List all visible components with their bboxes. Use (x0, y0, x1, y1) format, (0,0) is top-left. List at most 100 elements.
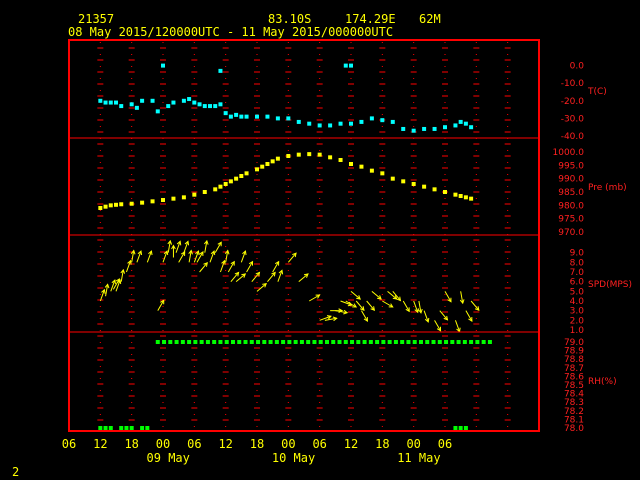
rh-point (350, 340, 355, 344)
rh-point (119, 426, 124, 430)
rh-point (199, 340, 204, 344)
temp-point (171, 100, 176, 105)
station-id: 21357 (78, 12, 114, 26)
y-tick-label: 78.1 (564, 415, 584, 425)
wind-arrow (120, 268, 126, 282)
wind-arrow (203, 239, 209, 253)
pressure-point (108, 203, 113, 208)
rh-point (393, 340, 398, 344)
rh-point (387, 340, 392, 344)
pressure-point (218, 184, 223, 189)
pressure-point (239, 174, 244, 178)
rh-point (230, 340, 235, 344)
pressure-point (228, 179, 233, 184)
temp-point (150, 98, 155, 103)
pressure-point (202, 190, 207, 194)
rh-point (418, 340, 423, 344)
pressure-point (463, 195, 468, 200)
rh-point (362, 340, 367, 344)
rh-point (212, 340, 217, 344)
y-tick-label: 995.0 (558, 161, 584, 171)
pressure-point (255, 167, 259, 172)
rh-point (456, 340, 461, 344)
y-tick-label: 990.0 (558, 175, 584, 185)
y-tick-label: 7.0 (570, 268, 585, 278)
wind-arrow (387, 290, 398, 300)
y-tick-label: 985.0 (558, 188, 584, 198)
wind-arrow (199, 262, 208, 273)
rh-point (450, 340, 455, 344)
y-tick-label: 970.0 (558, 228, 584, 238)
wind-arrow (423, 310, 430, 323)
y-tick-label: 1000.0 (553, 148, 585, 158)
rh-point (444, 340, 449, 344)
temp-point (359, 119, 364, 124)
rh-point (425, 340, 430, 344)
rh-point (463, 426, 468, 430)
temp-point (328, 123, 333, 128)
x-tick-label: 06 (62, 437, 76, 451)
rh-point (145, 426, 150, 430)
pressure-point (296, 152, 301, 157)
temp-point (119, 104, 124, 109)
temp-point (307, 121, 312, 126)
pressure-point (223, 182, 228, 186)
wind-arrow (355, 300, 365, 311)
temp-point (317, 123, 322, 128)
temp-point (338, 121, 343, 126)
wind-arrow (219, 259, 226, 273)
rh-point (98, 426, 103, 430)
temp-point (218, 102, 223, 107)
temp-point (453, 123, 458, 128)
wind-arrow (413, 300, 419, 314)
pressure-point (411, 182, 416, 186)
wind-arrow (439, 310, 449, 321)
wind-arrow (175, 240, 182, 253)
rh-point (458, 426, 463, 430)
wind-arrow (319, 315, 332, 321)
temp-point (458, 119, 463, 124)
rh-point (180, 340, 185, 344)
temp-point (265, 114, 270, 119)
wind-arrow (308, 294, 321, 302)
pressure-point (140, 200, 145, 205)
x-day-label: 10 May (272, 451, 315, 465)
y-tick-label: 6.0 (570, 278, 585, 288)
wind-arrow (454, 320, 461, 333)
wind-arrow (230, 271, 240, 282)
temp-point (390, 119, 395, 124)
y-tick-label: 78.9 (564, 347, 584, 357)
temp-point (187, 97, 192, 102)
wind-arrow (345, 300, 358, 308)
wind-arrow (110, 279, 116, 292)
wind-arrow (125, 259, 132, 273)
temp-point (192, 100, 197, 105)
temp-point (296, 119, 301, 124)
wind-arrow (136, 250, 143, 263)
rh-point (400, 340, 405, 344)
wind-arrow (298, 273, 309, 283)
wind-arrow (382, 300, 394, 308)
pressure-point (192, 192, 197, 197)
rh-point (343, 340, 348, 344)
wind-arrow (196, 251, 204, 263)
rh-point (268, 340, 273, 344)
rh-point (108, 426, 113, 430)
wind-arrow (459, 291, 465, 305)
wind-arrow (183, 240, 190, 253)
wind-arrow (224, 249, 230, 263)
y-tick-label: 78.8 (564, 355, 584, 365)
y-tick-labels: 0.0 -10.0 -20.0 -30.0 -40.0 1000.0 995.0 990.0 9… (553, 62, 585, 434)
wind-arrow (418, 300, 423, 314)
pressure-point (275, 156, 280, 161)
pressure-point (390, 176, 395, 181)
pressure-point (432, 187, 437, 192)
y-tick-label: 4.0 (570, 297, 585, 307)
pressure-point (359, 164, 364, 169)
pressure-point (98, 206, 103, 210)
rh-point (218, 340, 223, 344)
rh-point (412, 340, 417, 344)
wind-arrow (361, 310, 368, 322)
rh-point (318, 340, 323, 344)
